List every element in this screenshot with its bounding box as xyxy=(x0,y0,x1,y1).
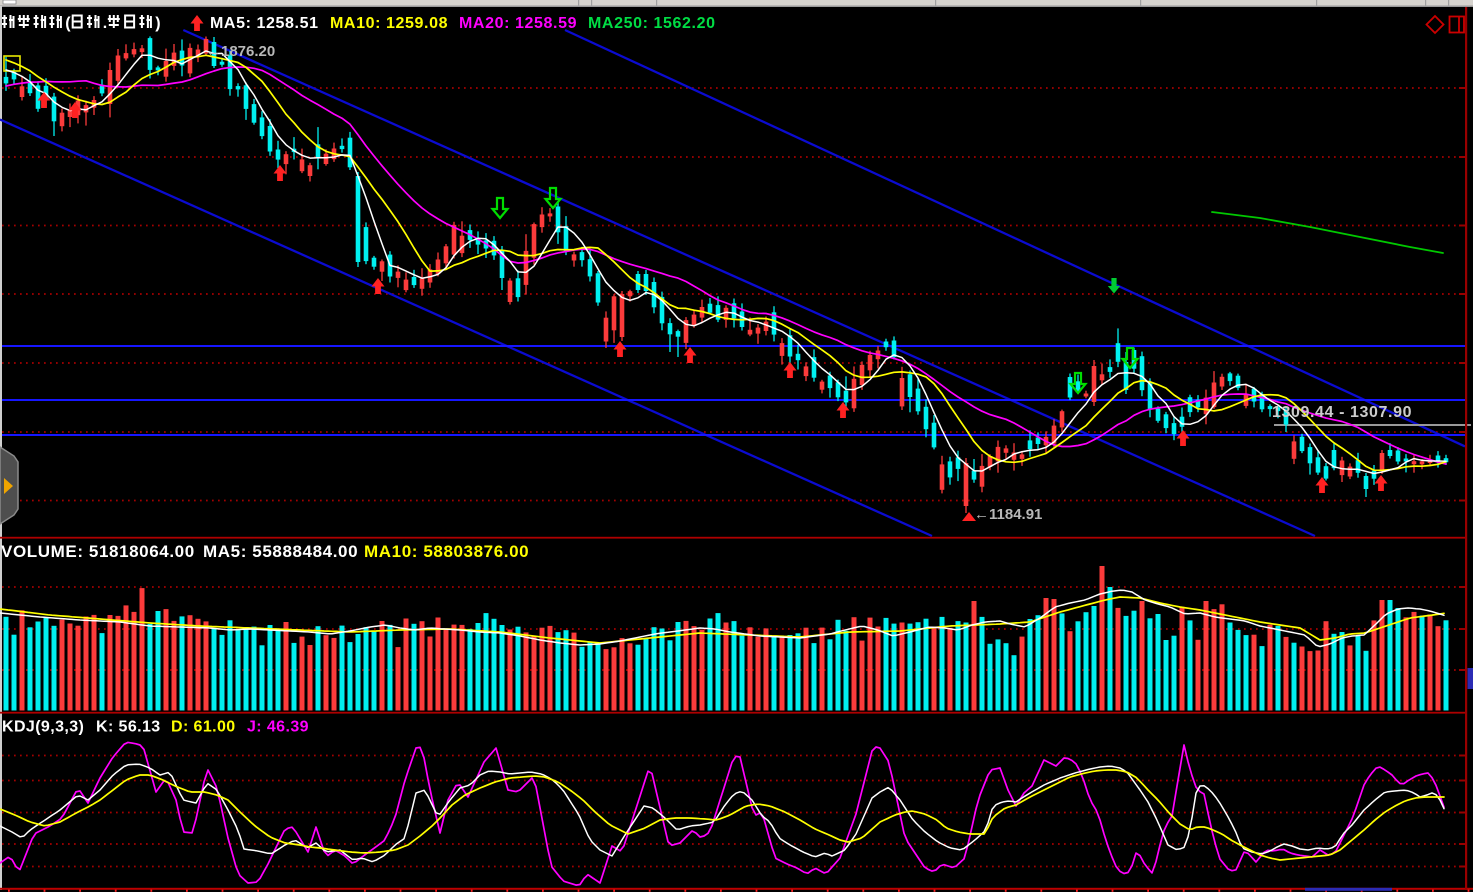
svg-text:(: ( xyxy=(65,15,71,32)
svg-text:J: 46.39: J: 46.39 xyxy=(247,719,309,736)
svg-text:MA10: 58803876.00: MA10: 58803876.00 xyxy=(364,542,529,561)
svg-text:MA20: 1258.59: MA20: 1258.59 xyxy=(459,15,577,32)
svg-text:←1184.91: ←1184.91 xyxy=(974,506,1042,523)
svg-text:.: . xyxy=(103,15,108,32)
svg-text:D: 61.00: D: 61.00 xyxy=(171,719,236,736)
svg-text:MA5: 1258.51: MA5: 1258.51 xyxy=(210,15,319,32)
svg-text:MA5: 55888484.00: MA5: 55888484.00 xyxy=(203,542,358,561)
svg-text:VOLUME: 51818064.00: VOLUME: 51818064.00 xyxy=(1,542,195,561)
svg-text:1309.44 - 1307.90: 1309.44 - 1307.90 xyxy=(1272,404,1412,421)
svg-text:KDJ(9,3,3): KDJ(9,3,3) xyxy=(2,719,84,736)
svg-text:): ) xyxy=(155,15,161,32)
svg-text:K: 56.13: K: 56.13 xyxy=(96,719,161,736)
svg-text:←1876.20: ←1876.20 xyxy=(206,43,275,60)
svg-text:MA250: 1562.20: MA250: 1562.20 xyxy=(588,15,716,32)
svg-text:MA10: 1259.08: MA10: 1259.08 xyxy=(330,15,448,32)
